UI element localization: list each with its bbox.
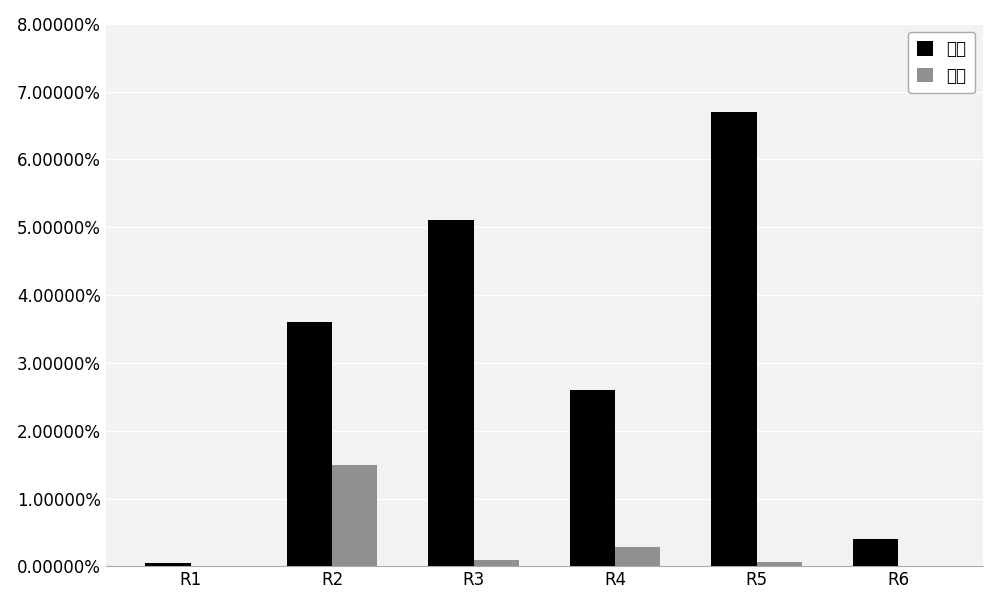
Bar: [757, 562, 802, 567]
Bar: [332, 465, 377, 567]
Bar: [145, 563, 191, 567]
Bar: [615, 547, 660, 567]
Legend: 正筛, 反筛: 正筛, 反筛: [908, 32, 975, 93]
Bar: [287, 322, 332, 567]
Bar: [428, 221, 474, 567]
Bar: [474, 560, 519, 567]
Bar: [570, 390, 615, 567]
Bar: [711, 112, 757, 567]
Bar: [853, 539, 898, 567]
